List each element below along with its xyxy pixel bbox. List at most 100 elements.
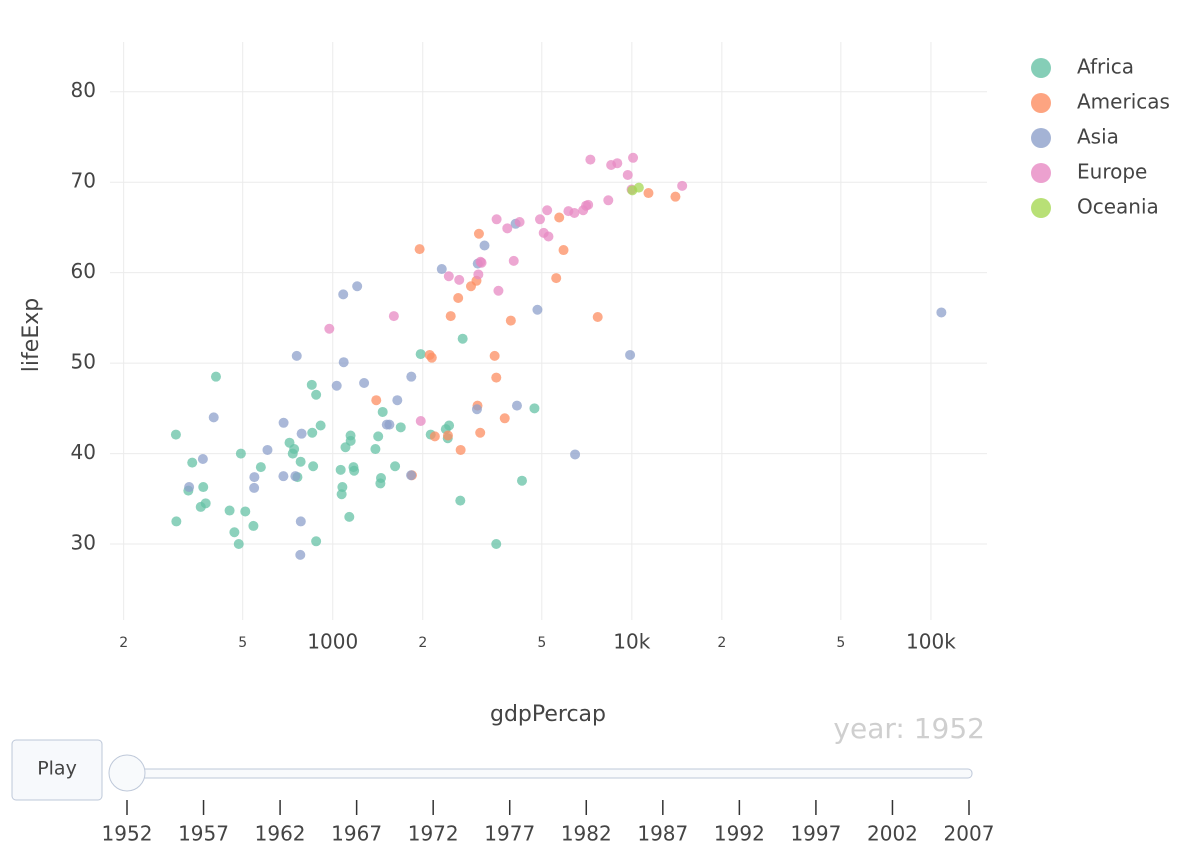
- point: [352, 281, 363, 292]
- slider-step-label: 1992: [714, 822, 765, 846]
- point: [455, 495, 466, 506]
- legend-label: Asia: [1077, 125, 1119, 149]
- play-button-box[interactable]: [11, 739, 103, 801]
- legend-marker: [1031, 93, 1051, 113]
- point: [406, 470, 417, 481]
- point: [633, 182, 644, 193]
- play-button[interactable]: Play: [11, 739, 103, 801]
- x-tick-label: 10k: [613, 630, 650, 654]
- x-tick-label: 5: [836, 635, 845, 651]
- point: [324, 323, 335, 334]
- point: [415, 349, 426, 360]
- point: [296, 428, 307, 439]
- y-tick-label: 30: [71, 531, 96, 555]
- point: [210, 371, 221, 382]
- point: [936, 307, 947, 318]
- point: [511, 400, 522, 411]
- point: [198, 482, 209, 493]
- legend-marker: [1031, 198, 1051, 218]
- series-1: [371, 188, 681, 481]
- point: [603, 195, 614, 206]
- point: [287, 448, 298, 459]
- point: [249, 482, 260, 493]
- point: [558, 245, 569, 256]
- point: [233, 539, 244, 550]
- point: [585, 154, 596, 165]
- x-axis-title: gdpPercap: [490, 702, 606, 727]
- slider-step-label: 1972: [408, 822, 459, 846]
- slider-step-label: 1967: [331, 822, 382, 846]
- point: [291, 350, 302, 361]
- slider-track[interactable]: [126, 768, 973, 779]
- series-4: [627, 182, 644, 196]
- point: [457, 333, 468, 344]
- point: [248, 520, 259, 531]
- point: [479, 240, 490, 251]
- legend-marker: [1031, 58, 1051, 78]
- point: [197, 453, 208, 464]
- slider-current-value: year: 1952: [833, 712, 985, 745]
- point: [493, 285, 504, 296]
- point: [331, 380, 342, 391]
- point: [415, 416, 426, 427]
- point: [429, 431, 440, 442]
- point: [255, 462, 266, 473]
- point: [443, 271, 454, 282]
- point: [195, 501, 206, 512]
- point: [295, 456, 306, 467]
- slider-step-label: 1987: [637, 822, 688, 846]
- point: [473, 228, 484, 239]
- point: [516, 475, 527, 486]
- point: [414, 244, 425, 255]
- point: [476, 257, 487, 268]
- point: [336, 489, 347, 500]
- point: [262, 444, 273, 455]
- play-button-label[interactable]: Play: [37, 758, 77, 780]
- point: [622, 169, 633, 180]
- point: [670, 191, 681, 202]
- point: [502, 223, 513, 234]
- slider-step-label: 1962: [255, 822, 306, 846]
- point: [311, 389, 322, 400]
- y-tick-label: 40: [71, 440, 96, 464]
- legend-label: Europe: [1077, 160, 1147, 184]
- point: [625, 349, 636, 360]
- point: [583, 199, 594, 210]
- point: [677, 180, 688, 191]
- point: [335, 464, 346, 475]
- point: [542, 205, 553, 216]
- legend-marker: [1031, 128, 1051, 148]
- point: [359, 378, 370, 389]
- point: [491, 372, 502, 383]
- point: [554, 212, 565, 223]
- x-tick-label: 5: [537, 635, 546, 651]
- point: [208, 412, 219, 423]
- point: [171, 516, 182, 527]
- point: [278, 471, 289, 482]
- point: [592, 311, 603, 322]
- point: [235, 448, 246, 459]
- point: [406, 371, 417, 382]
- point: [475, 427, 486, 438]
- point: [311, 536, 322, 547]
- point: [315, 420, 326, 431]
- point: [538, 227, 549, 238]
- x-tick-label: 2: [717, 635, 726, 651]
- point: [392, 395, 403, 406]
- y-axis-title: lifeExp: [19, 298, 44, 372]
- y-tick-label: 80: [71, 78, 96, 102]
- point: [349, 465, 360, 476]
- point: [489, 350, 500, 361]
- point: [184, 482, 195, 493]
- x-tick-label: 2: [418, 635, 427, 651]
- point: [551, 273, 562, 284]
- point: [628, 152, 639, 163]
- x-tick-label: 1000: [307, 630, 358, 654]
- y-tick-label: 50: [71, 350, 96, 374]
- slider-handle[interactable]: [108, 754, 146, 792]
- point: [224, 505, 235, 516]
- point: [345, 430, 356, 441]
- point: [471, 404, 482, 415]
- point: [426, 352, 437, 363]
- slider-step-label: 1952: [102, 822, 153, 846]
